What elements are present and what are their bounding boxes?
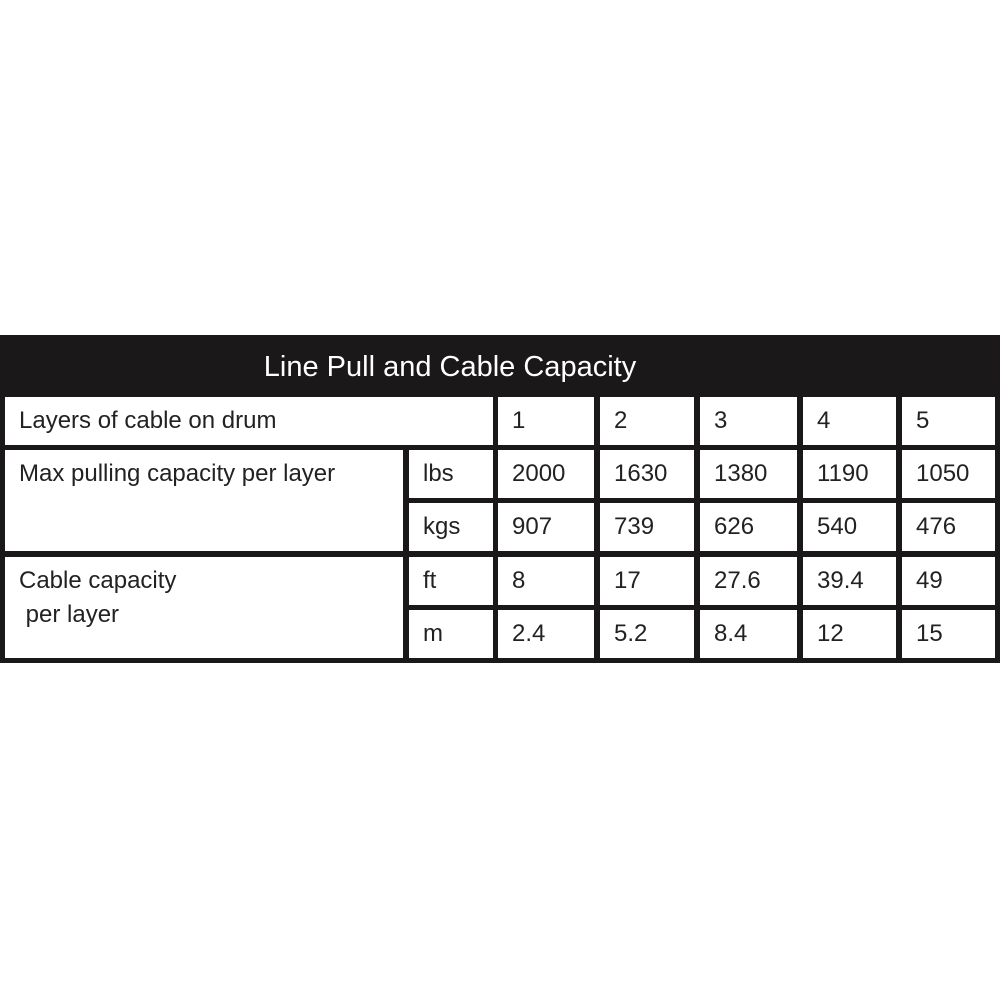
value-cell: 12 <box>803 610 896 658</box>
value-cell: 1050 <box>902 450 995 498</box>
layer-number: 3 <box>700 397 797 445</box>
value-cell: 2000 <box>498 450 594 498</box>
layer-number: 4 <box>803 397 896 445</box>
unit-label: m <box>409 610 493 658</box>
value-cell: 1380 <box>700 450 797 498</box>
value-cell: 49 <box>902 557 995 605</box>
value-cell: 8 <box>498 557 594 605</box>
value-cell: 626 <box>700 503 797 551</box>
layer-number: 5 <box>902 397 995 445</box>
value-cell: 1190 <box>803 450 896 498</box>
unit-label: lbs <box>409 450 493 498</box>
value-cell: 5.2 <box>600 610 694 658</box>
value-cell: 476 <box>902 503 995 551</box>
value-cell: 17 <box>600 557 694 605</box>
value-cell: 39.4 <box>803 557 896 605</box>
value-cell: 2.4 <box>498 610 594 658</box>
layer-number: 2 <box>600 397 694 445</box>
value-cell: 15 <box>902 610 995 658</box>
table-title: Line Pull and Cable Capacity <box>263 351 637 383</box>
unit-label: kgs <box>409 503 493 551</box>
value-cell: 8.4 <box>700 610 797 658</box>
value-cell: 739 <box>600 503 694 551</box>
row-label: Max pulling capacity per layer <box>5 450 403 551</box>
value-cell: 907 <box>498 503 594 551</box>
unit-label: ft <box>409 557 493 605</box>
layer-number: 1 <box>498 397 594 445</box>
value-cell: 540 <box>803 503 896 551</box>
header-label: Layers of cable on drum <box>5 397 493 445</box>
row-label: Cable capacity per layer <box>5 557 403 658</box>
value-cell: 27.6 <box>700 557 797 605</box>
value-cell: 1630 <box>600 450 694 498</box>
